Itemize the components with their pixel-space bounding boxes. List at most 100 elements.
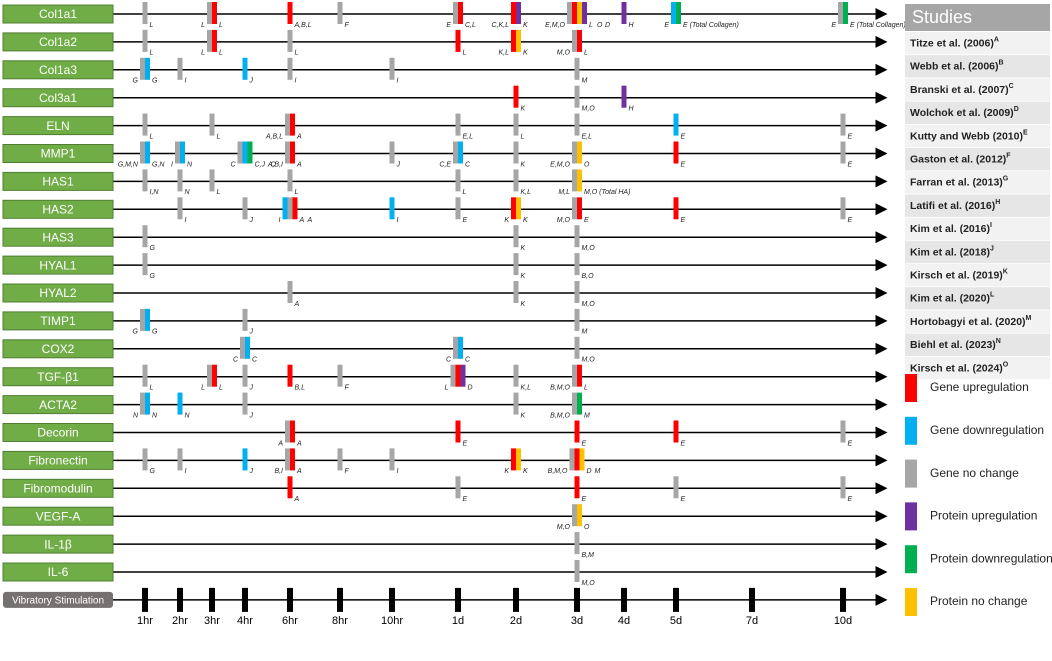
stim-tick bbox=[574, 587, 580, 612]
study-name: Gaston et al. (2012)F bbox=[910, 152, 1011, 165]
finding-bar bbox=[676, 2, 681, 24]
finding-bar bbox=[142, 448, 148, 471]
study-row bbox=[905, 32, 1050, 55]
study-ref: C,K,L bbox=[491, 22, 509, 29]
gene-name: TIMP1 bbox=[40, 314, 76, 328]
study-ref: E bbox=[463, 496, 468, 503]
finding-bar bbox=[287, 57, 293, 80]
gene-box bbox=[2, 144, 114, 163]
finding-bar bbox=[840, 141, 846, 164]
gene-name: VEGF-A bbox=[36, 509, 81, 523]
finding-bar bbox=[140, 57, 145, 80]
finding-bar bbox=[242, 392, 248, 415]
study-name: Latifi et al. (2016)H bbox=[910, 199, 1000, 212]
gene-box bbox=[2, 255, 114, 275]
stim-tick bbox=[177, 587, 183, 612]
finding-bar bbox=[287, 197, 293, 220]
study-ref: M,L bbox=[558, 189, 570, 196]
study-ref: E bbox=[848, 440, 853, 447]
study-letter: C bbox=[1009, 83, 1014, 90]
finding-bar bbox=[513, 141, 519, 164]
finding-bar bbox=[671, 2, 676, 24]
finding-bar bbox=[247, 141, 253, 164]
time-label: 3hr bbox=[204, 615, 220, 627]
finding-bar bbox=[177, 448, 183, 471]
time-label: 1d bbox=[452, 615, 464, 627]
finding-bar bbox=[290, 113, 295, 136]
study-ref: L bbox=[463, 189, 467, 196]
stim-tick bbox=[242, 587, 248, 612]
study-text: Wolchok et al. (2009) bbox=[910, 107, 1014, 119]
finding-bar bbox=[513, 281, 519, 303]
time-label: 8hr bbox=[332, 615, 348, 627]
finding-bar bbox=[242, 364, 248, 387]
study-ref: K bbox=[521, 412, 526, 419]
study-ref: C,J bbox=[255, 161, 266, 168]
finding-bar bbox=[574, 308, 580, 331]
study-ref: H bbox=[629, 22, 635, 29]
study-ref: C bbox=[446, 357, 452, 364]
gene-name: Fibromodulin bbox=[23, 481, 92, 495]
finding-bar bbox=[242, 308, 248, 331]
study-ref: O bbox=[597, 22, 603, 29]
time-label: 4hr bbox=[237, 615, 253, 627]
legend-swatch bbox=[905, 588, 917, 616]
study-ref: E bbox=[848, 217, 853, 224]
gene-name: COX2 bbox=[42, 342, 75, 356]
gene-name: Col1a1 bbox=[39, 7, 77, 21]
finding-bar bbox=[511, 448, 516, 471]
study-ref: L bbox=[150, 50, 154, 57]
finding-bar bbox=[207, 29, 212, 52]
stim-box bbox=[3, 591, 113, 608]
study-letter: A bbox=[994, 36, 999, 43]
study-ref: L bbox=[584, 385, 588, 392]
study-row bbox=[905, 333, 1050, 356]
finding-bar bbox=[337, 364, 343, 387]
gene-box bbox=[2, 227, 114, 247]
study-ref: E bbox=[681, 440, 686, 447]
study-letter: L bbox=[990, 292, 995, 299]
study-ref: M,O bbox=[582, 357, 596, 364]
study-row bbox=[905, 356, 1050, 380]
study-letter: J bbox=[990, 245, 994, 252]
finding-bar bbox=[290, 141, 295, 164]
gene-box bbox=[2, 506, 114, 526]
finding-bar bbox=[577, 197, 582, 220]
study-ref: M,O bbox=[582, 245, 596, 252]
finding-bar bbox=[455, 113, 461, 136]
finding-bar bbox=[572, 29, 577, 52]
gene-name: IL-1β bbox=[44, 537, 72, 551]
finding-bar bbox=[577, 2, 582, 24]
study-ref: E bbox=[446, 22, 451, 29]
study-ref: J bbox=[249, 329, 254, 336]
study-ref: M bbox=[584, 412, 590, 419]
finding-bar bbox=[290, 420, 295, 443]
study-ref: K bbox=[521, 245, 526, 252]
study-letter: O bbox=[1003, 361, 1009, 368]
finding-bar bbox=[287, 169, 293, 192]
finding-bar bbox=[140, 141, 145, 164]
finding-bar bbox=[574, 476, 580, 499]
finding-bar bbox=[212, 29, 217, 52]
time-label: 3d bbox=[571, 615, 583, 627]
finding-bar bbox=[577, 169, 582, 192]
study-ref: F bbox=[345, 385, 350, 392]
finding-bar bbox=[458, 141, 463, 164]
stim-tick bbox=[621, 587, 627, 612]
gene-box bbox=[2, 171, 114, 191]
gene-box bbox=[2, 367, 114, 387]
study-row bbox=[905, 78, 1050, 101]
study-ref: A bbox=[307, 217, 313, 224]
study-text: Kutty and Webb (2010) bbox=[910, 130, 1023, 142]
gene-box bbox=[2, 32, 114, 52]
stim-tick bbox=[337, 587, 343, 612]
study-ref: L bbox=[219, 385, 223, 392]
finding-bar bbox=[840, 197, 846, 220]
legend-swatch bbox=[905, 374, 917, 402]
study-letter: H bbox=[995, 199, 1000, 206]
study-ref: E,L bbox=[582, 133, 593, 140]
finding-bar bbox=[240, 336, 245, 359]
study-ref: M bbox=[582, 78, 588, 85]
study-ref: L bbox=[150, 385, 154, 392]
